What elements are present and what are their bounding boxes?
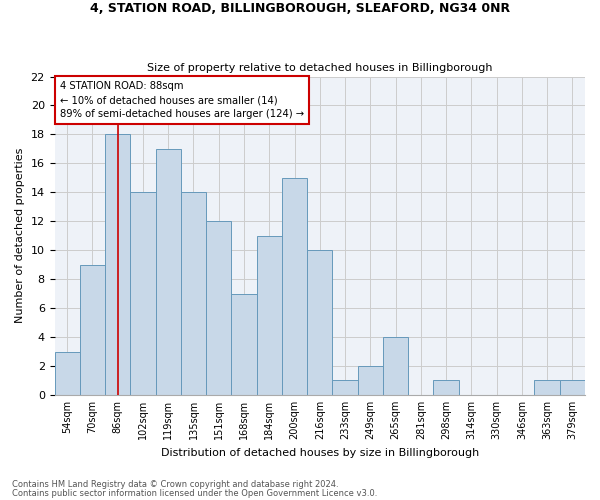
Bar xyxy=(433,380,458,395)
Bar xyxy=(332,380,358,395)
Bar xyxy=(535,380,560,395)
Bar xyxy=(307,250,332,395)
X-axis label: Distribution of detached houses by size in Billingborough: Distribution of detached houses by size … xyxy=(161,448,479,458)
Text: 4, STATION ROAD, BILLINGBOROUGH, SLEAFORD, NG34 0NR: 4, STATION ROAD, BILLINGBOROUGH, SLEAFOR… xyxy=(90,2,510,16)
Bar xyxy=(181,192,206,395)
Bar xyxy=(130,192,155,395)
Bar xyxy=(358,366,383,395)
Bar xyxy=(257,236,282,395)
Bar xyxy=(282,178,307,395)
Bar xyxy=(155,149,181,395)
Bar xyxy=(206,222,232,395)
Y-axis label: Number of detached properties: Number of detached properties xyxy=(15,148,25,324)
Bar xyxy=(560,380,585,395)
Text: 4 STATION ROAD: 88sqm
← 10% of detached houses are smaller (14)
89% of semi-deta: 4 STATION ROAD: 88sqm ← 10% of detached … xyxy=(60,82,304,120)
Title: Size of property relative to detached houses in Billingborough: Size of property relative to detached ho… xyxy=(147,63,493,73)
Text: Contains HM Land Registry data © Crown copyright and database right 2024.: Contains HM Land Registry data © Crown c… xyxy=(12,480,338,489)
Bar xyxy=(383,337,408,395)
Bar xyxy=(232,294,257,395)
Bar xyxy=(55,352,80,395)
Bar xyxy=(80,264,105,395)
Bar xyxy=(105,134,130,395)
Text: Contains public sector information licensed under the Open Government Licence v3: Contains public sector information licen… xyxy=(12,488,377,498)
